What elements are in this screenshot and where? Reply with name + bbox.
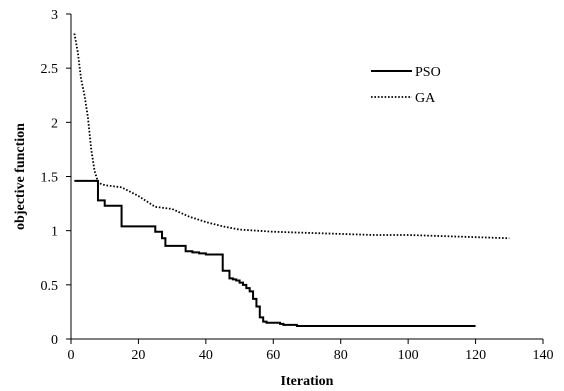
y-tick-label: 2.5 bbox=[41, 62, 59, 77]
x-tick-label: 20 bbox=[131, 348, 145, 363]
x-tick-label: 140 bbox=[533, 348, 554, 363]
y-tick-label: 3 bbox=[51, 8, 58, 23]
x-tick-label: 40 bbox=[199, 348, 213, 363]
x-axis-title: Iteration bbox=[281, 374, 334, 389]
legend-label-pso: PSO bbox=[415, 65, 441, 80]
y-tick-label: 1.5 bbox=[41, 171, 59, 186]
y-tick-label: 0.5 bbox=[41, 279, 59, 294]
y-tick-label: 0 bbox=[51, 333, 58, 348]
y-axis-ticks: 0 0.5 1 1.5 2 2.5 3 bbox=[41, 8, 71, 348]
series-line-ga bbox=[73, 33, 510, 240]
series-line-pso bbox=[74, 179, 476, 327]
plot-area: 0 20 40 60 80 100 120 140 0 0.5 1 1.5 2 2.5 3 bbox=[41, 8, 554, 363]
x-tick-label: 120 bbox=[465, 348, 486, 363]
legend-label-ga: GA bbox=[415, 91, 436, 106]
x-tick-label: 0 bbox=[68, 348, 75, 363]
x-tick-label: 60 bbox=[266, 348, 280, 363]
x-tick-label: 100 bbox=[398, 348, 419, 363]
y-axis-title: objective function bbox=[13, 123, 28, 230]
y-tick-label: 1 bbox=[51, 225, 58, 240]
series-layer bbox=[73, 33, 510, 327]
x-axis-ticks: 0 20 40 60 80 100 120 140 bbox=[68, 339, 554, 363]
legend: PSO GA bbox=[371, 65, 441, 106]
x-tick-label: 80 bbox=[334, 348, 348, 363]
y-tick-label: 2 bbox=[51, 116, 58, 131]
